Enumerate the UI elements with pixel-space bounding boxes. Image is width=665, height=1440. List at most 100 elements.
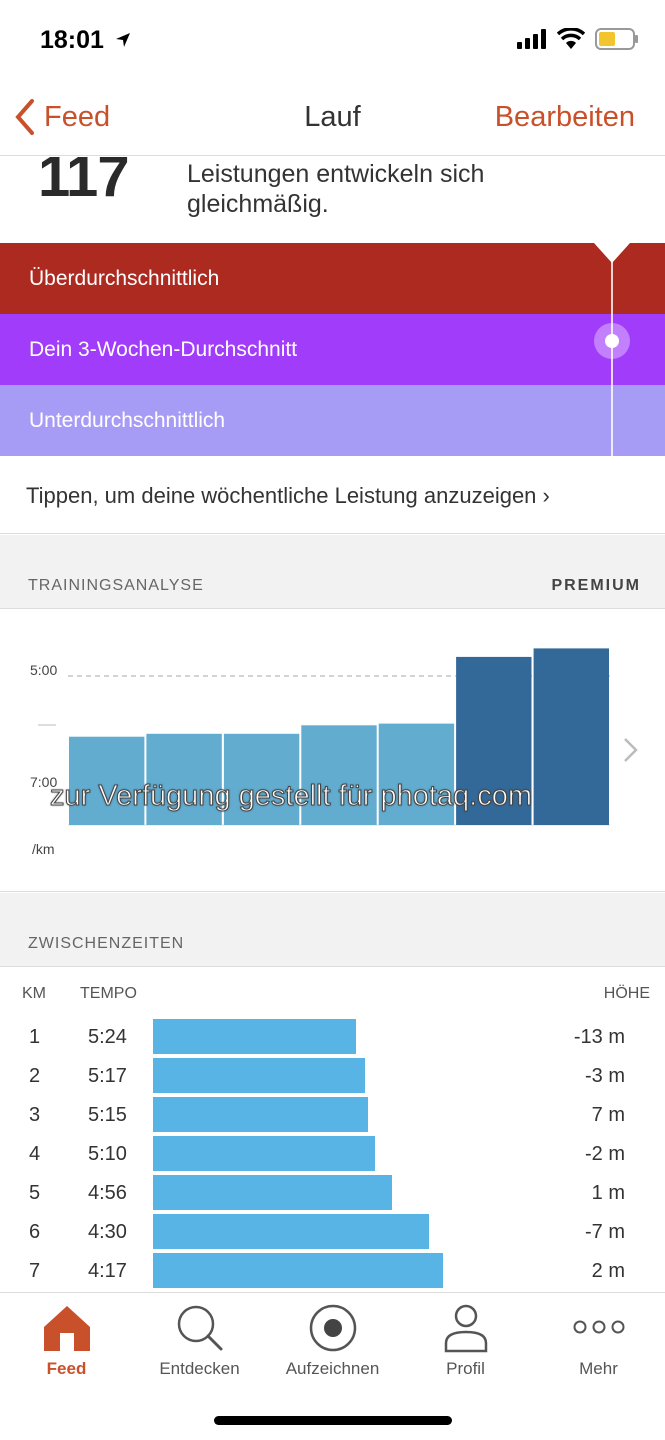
tab-feed[interactable]: Feed [0,1293,133,1393]
section-spacer [0,893,665,915]
split-pace-bar [153,1097,368,1132]
effort-score: 117 [38,157,130,209]
tab-profil-label: Profil [446,1359,485,1378]
relative-effort-summary: 117 Leistungen entwickeln sich gleichmäß… [0,157,665,243]
premium-badge[interactable]: PREMIUM [551,577,641,594]
split-elevation: -2 m [585,1143,625,1165]
split-pace-bar [153,1058,365,1093]
split-tempo: 5:17 [88,1065,127,1087]
split-pace-bar [153,1253,443,1288]
split-row: 5 4:56 1 m [0,1173,665,1212]
weekly-performance-link-text: Tippen, um deine wöchentliche Leistung a… [26,483,550,508]
pace-bar [533,648,609,825]
battery-icon [595,28,638,50]
split-row: 7 4:17 2 m [0,1251,665,1290]
effort-marker-line [611,243,613,456]
y-unit-label: /km [32,841,55,857]
band-above-average: Überdurchschnittlich [0,243,665,314]
y-tick-label-1: 7:00 [30,774,57,790]
split-elevation: 2 m [591,1260,625,1282]
splits-header: ZWISCHENZEITEN [0,915,665,967]
split-elevation: -3 m [585,1065,625,1087]
back-label: Feed [44,100,111,133]
tab-mehr[interactable]: Mehr [532,1293,665,1393]
pace-bars [69,648,609,825]
split-elevation: -13 m [573,1026,625,1048]
tab-profil[interactable]: Profil [399,1293,532,1393]
wifi-icon [557,28,585,49]
chevron-left-icon [15,99,34,135]
profile-icon [444,1304,487,1353]
band-below-average: Unterdurchschnittlich [0,385,665,456]
split-row: 2 5:17 -3 m [0,1056,665,1095]
training-analysis-header: TRAININGSANALYSE PREMIUM [0,557,665,609]
watermark: zur Verfügung gestellt für photaq.com [49,780,533,813]
status-bar: 18:01 [0,0,665,80]
training-analysis-title: TRAININGSANALYSE [28,577,204,594]
split-tempo: 5:15 [88,1104,127,1126]
section-spacer [0,535,665,557]
status-icons [517,28,639,50]
search-icon [177,1305,222,1351]
home-indicator [214,1416,452,1425]
split-row: 1 5:24 -13 m [0,1017,665,1056]
effort-marker-dot [594,323,630,359]
tab-aufzeichnen-label: Aufzeichnen [285,1359,380,1378]
pace-bar [301,725,377,825]
split-pace-bar [153,1019,356,1054]
band-three-week-average: Dein 3-Wochen-Durchschnitt [0,314,665,385]
split-elevation: -7 m [585,1221,625,1243]
weekly-performance-link[interactable]: Tippen, um deine wöchentliche Leistung a… [0,456,665,534]
nav-bar: Feed Lauf Bearbeiten [0,80,665,156]
effort-marker-triangle [594,243,630,263]
effort-description-line1: Leistungen entwickeln sich [187,160,485,188]
pace-bar [223,733,300,825]
more-icon [573,1320,624,1334]
y-tick-label-0: 5:00 [30,662,57,678]
split-tempo: 5:24 [88,1026,127,1048]
split-tempo: 4:30 [88,1221,127,1243]
location-arrow-icon [116,33,130,47]
split-km: 3 [29,1104,41,1126]
split-row: 6 4:30 -7 m [0,1212,665,1251]
split-km: 1 [29,1026,41,1048]
status-time: 18:01 [40,26,104,54]
split-km: 2 [29,1065,41,1087]
pace-bar-chart: 5:00 7:00 /km [30,648,638,857]
tab-mehr-label: Mehr [579,1359,618,1378]
effort-description-line2: gleichmäßig. [187,190,329,218]
split-km: 7 [29,1260,41,1282]
col-header-tempo: TEMPO [80,985,137,1002]
record-icon [309,1304,356,1352]
pace-bar [146,733,222,825]
split-pace-bar [153,1136,375,1171]
col-header-km: KM [22,985,46,1002]
training-analysis-chart[interactable]: 5:00 7:00 /km [0,609,665,892]
split-km: 5 [29,1182,41,1204]
page-title: Lauf [304,101,361,133]
home-icon [43,1306,90,1351]
split-tempo: 4:56 [88,1182,127,1204]
back-button[interactable]: Feed [14,98,110,136]
tab-feed-label: Feed [46,1359,87,1378]
pace-bar [69,736,145,825]
cellular-signal-icon [517,29,546,49]
split-row: 4 5:10 -2 m [0,1134,665,1173]
split-pace-bar [153,1175,392,1210]
split-tempo: 5:10 [88,1143,127,1165]
effort-description: Leistungen entwickeln sich gleichmäßig. [187,159,484,219]
splits-title: ZWISCHENZEITEN [28,935,185,952]
pace-bar [456,656,532,825]
splits-table: KM TEMPO HÖHE 1 5:24 -13 m 2 5:17 -3 m 3 5:15 7 … [0,967,665,1292]
split-km: 4 [29,1143,41,1165]
chevron-right-icon [624,738,638,762]
tab-aufzeichnen[interactable]: Aufzeichnen [266,1293,399,1393]
col-header-elevation: HÖHE [603,985,650,1002]
split-tempo: 4:17 [88,1260,127,1282]
split-elevation: 7 m [591,1104,625,1126]
tab-entdecken[interactable]: Entdecken [133,1293,266,1393]
edit-button[interactable]: Bearbeiten [494,101,635,133]
tab-bar: Feed Entdecken Aufzeichnen Profil [0,1292,665,1440]
tab-entdecken-label: Entdecken [159,1359,240,1378]
split-pace-bar [153,1214,429,1249]
